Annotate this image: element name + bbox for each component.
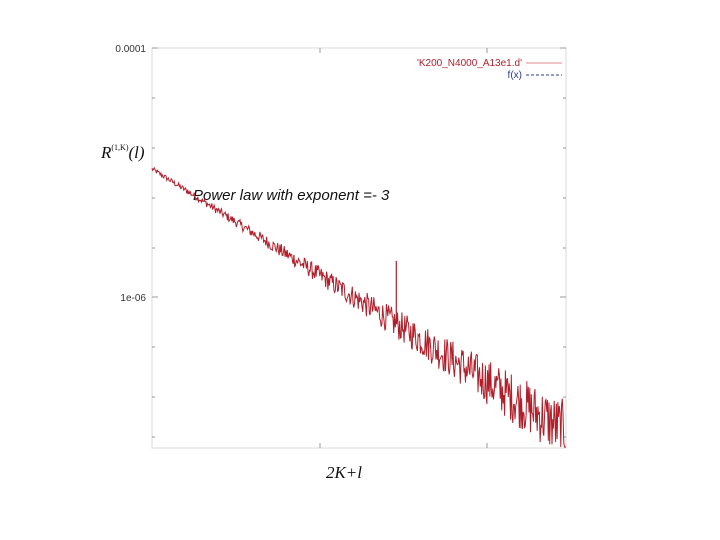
- plot-frame: [151, 47, 567, 449]
- legend: 'K200_N4000_A13e1.d' f(x): [417, 58, 562, 81]
- y-axis-label-main: R: [100, 143, 112, 162]
- series-line-data: [151, 166, 566, 448]
- legend-entry-data-label: 'K200_N4000_A13e1.d': [417, 58, 522, 69]
- y-axis-label-suffix: (l): [129, 143, 145, 162]
- ticks: [152, 47, 566, 448]
- ytick-label-1e-06: 1e-06: [120, 293, 146, 304]
- ytick-label-0.0001: 0.0001: [115, 44, 146, 55]
- annotation-power-law: Power law with exponent =- 3: [193, 187, 390, 204]
- x-axis-label: 2K+l: [326, 463, 362, 482]
- legend-entry-fx-label: f(x): [508, 70, 522, 81]
- y-axis-label: R(1,K)(l): [100, 143, 145, 162]
- y-axis-label-sup: (1,K): [111, 143, 128, 152]
